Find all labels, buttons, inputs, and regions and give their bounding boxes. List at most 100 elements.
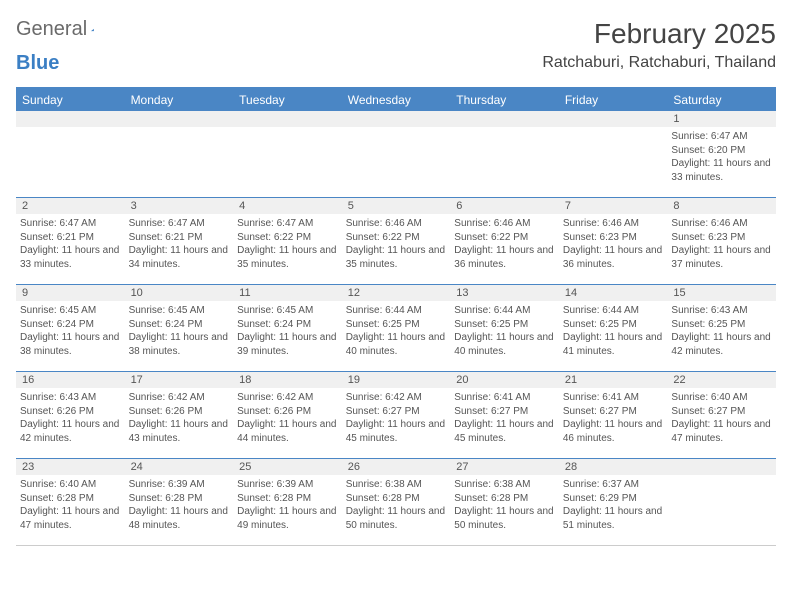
daylight-text: Daylight: 11 hours and 48 minutes. [129,505,230,532]
sunset-text: Sunset: 6:24 PM [129,318,230,332]
sunset-text: Sunset: 6:26 PM [129,405,230,419]
daylight-text: Daylight: 11 hours and 44 minutes. [237,418,338,445]
logo-triangle-icon [91,23,94,37]
day-number: 11 [233,285,342,301]
day-cell: Sunrise: 6:41 AMSunset: 6:27 PMDaylight:… [559,388,668,458]
day-header-wednesday: Wednesday [342,89,451,111]
day-cell: Sunrise: 6:46 AMSunset: 6:23 PMDaylight:… [559,214,668,284]
daylight-text: Daylight: 11 hours and 40 minutes. [454,331,555,358]
day-number [233,111,342,127]
day-cell: Sunrise: 6:39 AMSunset: 6:28 PMDaylight:… [233,475,342,545]
sunset-text: Sunset: 6:25 PM [346,318,447,332]
day-number: 1 [667,111,776,127]
daynum-row: 2345678 [16,198,776,214]
day-cell [16,127,125,197]
day-number: 14 [559,285,668,301]
sunset-text: Sunset: 6:27 PM [671,405,772,419]
day-header-friday: Friday [559,89,668,111]
sunrise-text: Sunrise: 6:39 AM [129,478,230,492]
day-number: 3 [125,198,234,214]
sunset-text: Sunset: 6:25 PM [671,318,772,332]
day-number: 19 [342,372,451,388]
day-header-thursday: Thursday [450,89,559,111]
day-cell: Sunrise: 6:46 AMSunset: 6:22 PMDaylight:… [450,214,559,284]
daynum-row: 9101112131415 [16,285,776,301]
week-row: Sunrise: 6:43 AMSunset: 6:26 PMDaylight:… [16,388,776,459]
day-number: 18 [233,372,342,388]
sunrise-text: Sunrise: 6:39 AM [237,478,338,492]
day-cell: Sunrise: 6:38 AMSunset: 6:28 PMDaylight:… [450,475,559,545]
day-cell [342,127,451,197]
sunrise-text: Sunrise: 6:41 AM [454,391,555,405]
day-number: 2 [16,198,125,214]
month-title: February 2025 [542,18,776,50]
day-cell: Sunrise: 6:43 AMSunset: 6:26 PMDaylight:… [16,388,125,458]
day-number [667,459,776,475]
day-cell: Sunrise: 6:41 AMSunset: 6:27 PMDaylight:… [450,388,559,458]
daylight-text: Daylight: 11 hours and 38 minutes. [129,331,230,358]
sunset-text: Sunset: 6:21 PM [20,231,121,245]
daylight-text: Daylight: 11 hours and 36 minutes. [454,244,555,271]
daylight-text: Daylight: 11 hours and 51 minutes. [563,505,664,532]
daylight-text: Daylight: 11 hours and 37 minutes. [671,244,772,271]
day-number [450,111,559,127]
calendar-grid: 1Sunrise: 6:47 AMSunset: 6:20 PMDaylight… [16,111,776,546]
sunset-text: Sunset: 6:26 PM [20,405,121,419]
day-cell: Sunrise: 6:45 AMSunset: 6:24 PMDaylight:… [125,301,234,371]
sunset-text: Sunset: 6:24 PM [20,318,121,332]
daylight-text: Daylight: 11 hours and 43 minutes. [129,418,230,445]
sunrise-text: Sunrise: 6:46 AM [671,217,772,231]
day-cell: Sunrise: 6:42 AMSunset: 6:27 PMDaylight:… [342,388,451,458]
day-cell [559,127,668,197]
day-number [342,111,451,127]
daylight-text: Daylight: 11 hours and 40 minutes. [346,331,447,358]
day-cell: Sunrise: 6:42 AMSunset: 6:26 PMDaylight:… [125,388,234,458]
sunrise-text: Sunrise: 6:47 AM [129,217,230,231]
daylight-text: Daylight: 11 hours and 47 minutes. [671,418,772,445]
day-number: 24 [125,459,234,475]
day-header-row: SundayMondayTuesdayWednesdayThursdayFrid… [16,89,776,111]
day-cell: Sunrise: 6:40 AMSunset: 6:27 PMDaylight:… [667,388,776,458]
day-number: 28 [559,459,668,475]
day-cell [125,127,234,197]
sunrise-text: Sunrise: 6:47 AM [237,217,338,231]
week-row: Sunrise: 6:47 AM Sunset: 6:21 PM Daylight:… [16,214,776,285]
logo-text-2: Blue [16,52,776,75]
sunset-text: Sunset: 6:20 PM [671,144,772,158]
sunrise-text: Sunrise: 6:41 AM [563,391,664,405]
daynum-row: 1 [16,111,776,127]
day-cell: Sunrise: 6:44 AMSunset: 6:25 PMDaylight:… [342,301,451,371]
day-number [125,111,234,127]
logo: General [16,18,111,41]
daylight-text: Daylight: 11 hours and 41 minutes. [563,331,664,358]
sunset-text: Sunset: 6:27 PM [454,405,555,419]
daylight-text: Daylight: 11 hours and 38 minutes. [20,331,121,358]
sunset-text: Sunset: 6:22 PM [237,231,338,245]
day-cell: Sunrise: 6:46 AMSunset: 6:22 PMDaylight:… [342,214,451,284]
daynum-row: 232425262728 [16,459,776,475]
day-number [16,111,125,127]
day-cell: Sunrise: 6:43 AMSunset: 6:25 PMDaylight:… [667,301,776,371]
sunrise-text: Sunrise: 6:40 AM [671,391,772,405]
day-cell: Sunrise: 6:37 AMSunset: 6:29 PMDaylight:… [559,475,668,545]
day-number: 7 [559,198,668,214]
daylight-text: Daylight: 11 hours and 33 minutes. [671,157,772,184]
sunset-text: Sunset: 6:23 PM [671,231,772,245]
sunset-text: Sunset: 6:28 PM [237,492,338,506]
day-number: 9 [16,285,125,301]
sunrise-text: Sunrise: 6:42 AM [129,391,230,405]
day-cell: Sunrise: 6:44 AMSunset: 6:25 PMDaylight:… [559,301,668,371]
day-cell: Sunrise: 6:47 AMSunset: 6:21 PMDaylight:… [125,214,234,284]
sunrise-text: Sunrise: 6:46 AM [346,217,447,231]
sunrise-text: Sunrise: 6:44 AM [346,304,447,318]
day-header-tuesday: Tuesday [233,89,342,111]
daylight-text: Daylight: 11 hours and 49 minutes. [237,505,338,532]
day-number: 27 [450,459,559,475]
sunset-text: Sunset: 6:28 PM [454,492,555,506]
daylight-text: Daylight: 11 hours and 47 minutes. [20,505,121,532]
day-number: 22 [667,372,776,388]
day-number: 26 [342,459,451,475]
day-cell: Sunrise: 6:39 AMSunset: 6:28 PMDaylight:… [125,475,234,545]
day-cell: Sunrise: 6:47 AMSunset: 6:21 PMDaylight:… [16,214,125,284]
sunrise-text: Sunrise: 6:46 AM [563,217,664,231]
